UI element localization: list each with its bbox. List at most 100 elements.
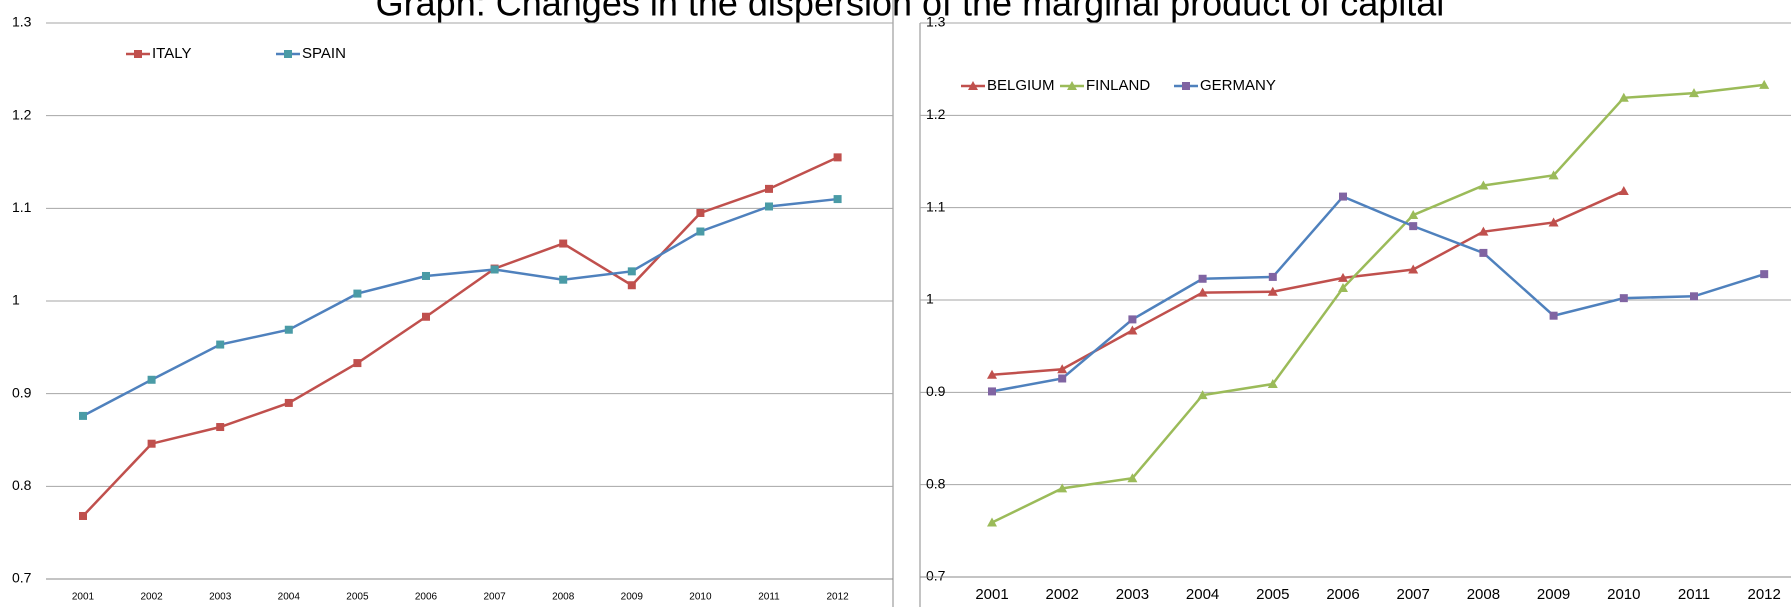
marker [765, 184, 773, 193]
marker [987, 517, 997, 527]
marker [1057, 364, 1068, 374]
marker [134, 50, 142, 58]
marker [1760, 270, 1769, 279]
marker [1197, 287, 1208, 297]
x-tick-label: 2007 [483, 592, 506, 603]
y-tick-label: 0.7 [12, 570, 32, 586]
marker [284, 50, 292, 58]
marker [1618, 186, 1629, 196]
y-tick-label: 0.9 [12, 384, 32, 400]
marker [1409, 222, 1418, 231]
legend-label: ITALY [152, 45, 191, 62]
marker [422, 271, 430, 280]
marker [765, 202, 773, 211]
marker [422, 312, 430, 321]
y-tick-label: 0.8 [12, 477, 32, 493]
x-tick-label: 2012 [1748, 586, 1781, 603]
y-tick-label: 1.3 [12, 14, 32, 30]
x-tick-label: 2002 [140, 592, 163, 603]
series-line [991, 83, 1765, 524]
marker [696, 208, 705, 217]
marker [1127, 325, 1138, 335]
x-tick-label: 2010 [689, 592, 712, 603]
series-line [82, 156, 839, 517]
marker [1127, 473, 1138, 483]
marker [1408, 210, 1419, 220]
marker [1268, 272, 1277, 281]
y-tick-label: 1.1 [926, 198, 946, 214]
marker [1067, 81, 1077, 90]
x-tick-label: 2008 [552, 592, 575, 603]
page-title: Graph: Changes in the dispersion of the … [376, 0, 1445, 24]
marker [1198, 274, 1207, 283]
y-tick-label: 1 [12, 292, 20, 308]
marker [1197, 390, 1208, 400]
y-tick-label: 0.8 [926, 475, 946, 491]
marker [1619, 294, 1628, 303]
marker [696, 227, 705, 236]
x-tick-label: 2011 [1678, 586, 1710, 603]
x-tick-label: 2009 [621, 592, 644, 603]
marker [284, 325, 293, 334]
series-line [991, 195, 1765, 393]
marker [988, 387, 996, 396]
x-tick-label: 2005 [346, 592, 369, 603]
marker [1182, 82, 1190, 90]
marker [1548, 170, 1559, 180]
x-tick-label: 2005 [1256, 586, 1289, 603]
marker [216, 340, 225, 349]
marker [284, 398, 293, 407]
marker [1549, 311, 1558, 320]
marker [1478, 226, 1489, 236]
marker [1058, 374, 1067, 383]
marker [559, 275, 568, 284]
marker [987, 369, 997, 379]
marker [1267, 286, 1278, 296]
x-tick-label: 2008 [1467, 586, 1500, 603]
legend-label: FINLAND [1086, 77, 1150, 94]
legend-label: BELGIUM [987, 77, 1055, 94]
marker [1339, 192, 1347, 201]
marker [353, 289, 362, 298]
x-tick-label: 2004 [278, 592, 301, 603]
marker [1338, 272, 1348, 282]
x-tick-label: 2001 [975, 586, 1008, 603]
marker [353, 359, 362, 368]
marker [627, 281, 636, 290]
x-tick-label: 2004 [1186, 586, 1219, 603]
marker [833, 195, 842, 204]
y-tick-label: 0.7 [926, 568, 946, 584]
x-tick-label: 2006 [1326, 586, 1359, 603]
x-tick-label: 2006 [415, 592, 438, 603]
marker [1408, 264, 1419, 274]
marker [1057, 483, 1068, 493]
marker [216, 423, 225, 432]
y-tick-label: 1.3 [926, 14, 946, 30]
marker [1689, 88, 1699, 98]
marker [1548, 217, 1559, 227]
y-tick-label: 1 [926, 291, 934, 307]
x-tick-label: 2012 [826, 592, 849, 603]
marker [1479, 248, 1488, 257]
y-tick-label: 1.2 [12, 106, 32, 122]
x-tick-label: 2007 [1397, 586, 1430, 603]
x-tick-label: 2002 [1046, 586, 1079, 603]
marker [147, 439, 156, 448]
legend-label: SPAIN [302, 45, 346, 62]
marker [490, 265, 499, 274]
y-tick-label: 1.2 [926, 106, 946, 122]
x-tick-label: 2001 [72, 592, 95, 603]
y-tick-label: 1.1 [12, 199, 32, 215]
marker [1338, 282, 1348, 292]
x-tick-label: 2010 [1607, 586, 1640, 603]
series-line [82, 197, 838, 418]
marker [1478, 180, 1489, 190]
marker [1690, 292, 1698, 301]
x-tick-label: 2003 [1116, 586, 1149, 603]
legend-label: GERMANY [1200, 77, 1276, 94]
x-tick-label: 2003 [209, 592, 232, 603]
y-tick-label: 0.9 [926, 383, 946, 399]
marker [627, 267, 636, 276]
